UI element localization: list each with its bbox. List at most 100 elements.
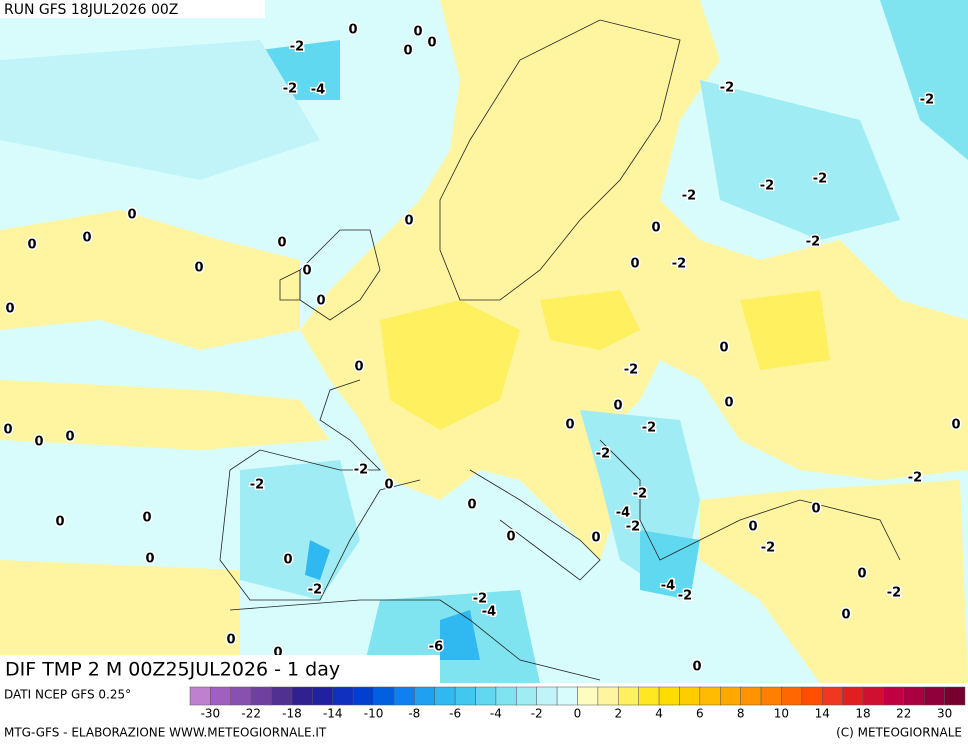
- title-box: [0, 655, 440, 683]
- contour-label: -2: [920, 93, 934, 108]
- legend-tick-label: -30: [201, 707, 221, 721]
- legend-tick-label: -10: [364, 707, 384, 721]
- contour-label: -2: [290, 40, 304, 55]
- contour-label: 0: [413, 25, 422, 40]
- legend-swatch: [556, 686, 578, 706]
- legend-tick-label: 18: [855, 707, 870, 721]
- contour-label: 0: [506, 530, 515, 545]
- contour-label: 0: [565, 418, 574, 433]
- contour-label: 0: [951, 418, 960, 433]
- legend-swatch: [923, 686, 945, 706]
- contour-label: 0: [316, 294, 325, 309]
- legend-tick-label: 22: [896, 707, 911, 721]
- contour-label: 0: [403, 44, 412, 59]
- legend-swatch: [454, 686, 476, 706]
- legend-swatch: [699, 686, 721, 706]
- contour-label: -2: [678, 589, 692, 604]
- contour-label: 0: [404, 214, 413, 229]
- contour-label: 0: [811, 502, 820, 517]
- legend-swatch: [230, 686, 252, 706]
- legend-tick-label: -8: [408, 707, 420, 721]
- contour-label: 0: [27, 238, 36, 253]
- contour-label: 0: [591, 531, 600, 546]
- contour-label: 0: [65, 430, 74, 445]
- contour-label: 0: [630, 257, 639, 272]
- legend-tick-label: 8: [737, 707, 745, 721]
- contour-label: 0: [613, 399, 622, 414]
- contour-label: 0: [5, 302, 14, 317]
- contour-label: 0: [354, 360, 363, 375]
- contour-label: 0: [142, 511, 151, 526]
- legend-swatch: [679, 686, 701, 706]
- contour-label: 0: [127, 208, 136, 223]
- map-background: [0, 0, 968, 683]
- legend-swatch: [740, 686, 762, 706]
- legend-swatch: [842, 686, 864, 706]
- legend-swatch: [393, 686, 415, 706]
- contour-label: 0: [277, 236, 286, 251]
- contour-label: -2: [308, 583, 322, 598]
- contour-label: 0: [748, 520, 757, 535]
- contour-label: 0: [3, 423, 12, 438]
- legend-swatch: [903, 686, 925, 706]
- legend-swatch: [781, 686, 803, 706]
- legend-swatch: [210, 686, 232, 706]
- contour-label: -2: [761, 541, 775, 556]
- contour-label: -2: [250, 478, 264, 493]
- contour-label: 0: [283, 553, 292, 568]
- legend-tick-label: -4: [490, 707, 502, 721]
- contour-label: 0: [55, 515, 64, 530]
- legend-tick-label: -6: [449, 707, 461, 721]
- contour-label: -4: [482, 605, 496, 620]
- contour-label: -2: [642, 421, 656, 436]
- legend-swatch: [414, 686, 435, 706]
- legend-tick-label: 0: [574, 707, 582, 721]
- run-label: RUN GFS 18JUL2026 00Z: [4, 2, 178, 18]
- contour-label: 0: [719, 341, 728, 356]
- legend-swatch: [658, 686, 680, 706]
- credit-right: (C) METEOGIORNALE: [836, 726, 962, 740]
- legend-tick-label: -14: [323, 707, 343, 721]
- legend-swatch: [944, 686, 966, 706]
- legend-swatch: [577, 686, 599, 706]
- contour-label: 0: [226, 633, 235, 648]
- legend-swatch: [434, 686, 456, 706]
- legend-swatch: [516, 686, 537, 706]
- contour-label: -2: [633, 487, 647, 502]
- contour-label: 0: [857, 567, 866, 582]
- legend-swatch: [373, 686, 395, 706]
- contour-label: -2: [672, 257, 686, 272]
- legend-swatch: [883, 686, 905, 706]
- legend-swatch: [720, 686, 741, 706]
- legend-swatch: [638, 686, 660, 706]
- contour-label: -2: [626, 520, 640, 535]
- legend-swatch: [495, 686, 517, 706]
- legend-swatch: [862, 686, 884, 706]
- legend-tick-label: 2: [614, 707, 622, 721]
- header-box: [0, 0, 265, 18]
- contour-label: -2: [720, 81, 734, 96]
- legend-swatch: [271, 686, 293, 706]
- legend-tick-label: 30: [937, 707, 952, 721]
- contour-label: -4: [311, 83, 325, 98]
- legend-swatch: [821, 686, 843, 706]
- legend-swatch: [475, 686, 497, 706]
- contour-label: -2: [682, 189, 696, 204]
- coastlines: [219, 19, 901, 681]
- contour-label: 0: [194, 261, 203, 276]
- source-label: DATI NCEP GFS 0.25°: [4, 688, 131, 702]
- contour-label: 0: [651, 221, 660, 236]
- legend-swatch: [536, 686, 558, 706]
- contour-label: -2: [908, 471, 922, 486]
- map-title: DIF TMP 2 M 00Z25JUL2026 - 1 day: [5, 659, 340, 681]
- legend-swatch: [618, 686, 639, 706]
- legend-tick-label: 6: [696, 707, 704, 721]
- legend-tick-label: -18: [282, 707, 302, 721]
- contour-label: -4: [616, 506, 630, 521]
- contour-label: -2: [283, 82, 297, 97]
- contour-label: 0: [384, 478, 393, 493]
- contour-label: -2: [354, 463, 368, 478]
- contour-label: -4: [661, 579, 675, 594]
- credit-left: MTG-GFS - ELABORAZIONE WWW.METEOGIORNALE…: [4, 726, 327, 740]
- legend-swatch: [760, 686, 782, 706]
